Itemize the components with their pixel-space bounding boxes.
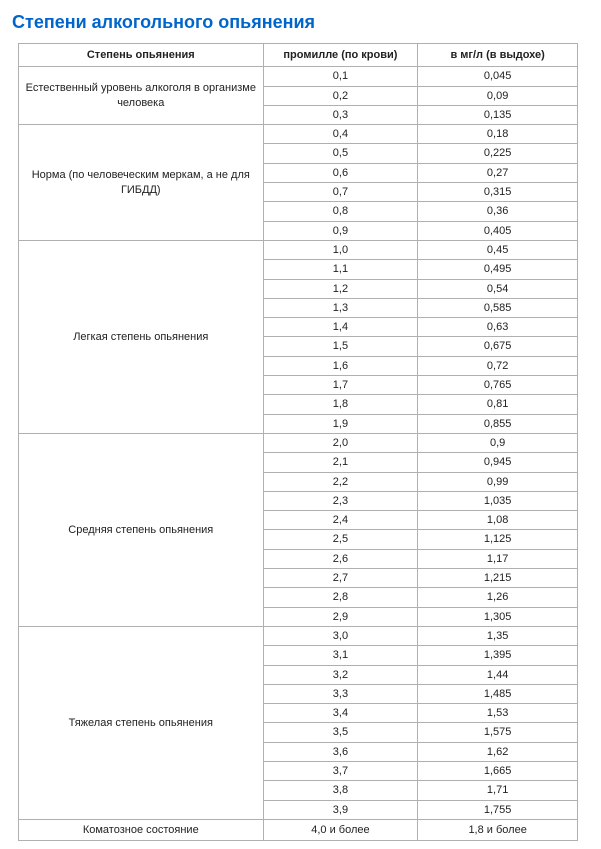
breath-cell: 1,665 [418,761,578,780]
blood-cell: 3,2 [263,665,418,684]
blood-cell: 1,7 [263,376,418,395]
breath-cell: 0,225 [418,144,578,163]
level-cell: Средняя степень опьянения [19,433,264,626]
table-row: Легкая степень опьянения1,00,45 [19,240,578,259]
breath-cell: 0,675 [418,337,578,356]
blood-cell: 3,5 [263,723,418,742]
blood-cell: 1,6 [263,356,418,375]
blood-cell: 3,7 [263,761,418,780]
level-cell: Коматозное состояние [19,819,264,840]
breath-cell: 0,765 [418,376,578,395]
blood-cell: 2,6 [263,549,418,568]
blood-cell: 0,9 [263,221,418,240]
col-header-blood: промилле (по крови) [263,44,418,67]
breath-cell: 0,45 [418,240,578,259]
breath-cell: 1,575 [418,723,578,742]
table-row: Коматозное состояние4,0 и более1,8 и бол… [19,819,578,840]
breath-cell: 0,135 [418,105,578,124]
level-cell: Легкая степень опьянения [19,240,264,433]
table-row: Норма (по человеческим меркам, а не для … [19,125,578,144]
blood-cell: 3,9 [263,800,418,819]
blood-cell: 0,6 [263,163,418,182]
blood-cell: 2,9 [263,607,418,626]
breath-cell: 1,305 [418,607,578,626]
blood-cell: 0,2 [263,86,418,105]
blood-cell: 2,0 [263,433,418,452]
breath-cell: 1,17 [418,549,578,568]
blood-cell: 2,7 [263,569,418,588]
blood-cell: 1,3 [263,298,418,317]
blood-cell: 2,5 [263,530,418,549]
breath-cell: 1,71 [418,781,578,800]
table-row: Средняя степень опьянения2,00,9 [19,433,578,452]
blood-cell: 0,7 [263,183,418,202]
breath-cell: 0,9 [418,433,578,452]
table-row: Тяжелая степень опьянения3,01,35 [19,626,578,645]
level-cell: Тяжелая степень опьянения [19,626,264,819]
breath-cell: 1,62 [418,742,578,761]
blood-cell: 4,0 и более [263,819,418,840]
breath-cell: 0,945 [418,453,578,472]
breath-cell: 0,27 [418,163,578,182]
breath-cell: 1,35 [418,626,578,645]
blood-cell: 2,2 [263,472,418,491]
blood-cell: 1,5 [263,337,418,356]
breath-cell: 1,53 [418,704,578,723]
blood-cell: 0,8 [263,202,418,221]
col-header-level: Степень опьянения [19,44,264,67]
blood-cell: 2,1 [263,453,418,472]
breath-cell: 1,035 [418,491,578,510]
blood-cell: 2,8 [263,588,418,607]
blood-cell: 2,3 [263,491,418,510]
breath-cell: 0,54 [418,279,578,298]
breath-cell: 0,18 [418,125,578,144]
breath-cell: 0,81 [418,395,578,414]
blood-cell: 3,1 [263,646,418,665]
breath-cell: 0,315 [418,183,578,202]
blood-cell: 3,0 [263,626,418,645]
breath-cell: 0,495 [418,260,578,279]
blood-cell: 3,3 [263,684,418,703]
breath-cell: 0,63 [418,318,578,337]
blood-cell: 1,8 [263,395,418,414]
blood-cell: 3,4 [263,704,418,723]
breath-cell: 1,8 и более [418,819,578,840]
breath-cell: 0,855 [418,414,578,433]
breath-cell: 0,045 [418,67,578,86]
breath-cell: 1,26 [418,588,578,607]
page-title: Степени алкогольного опьянения [12,12,589,33]
blood-cell: 2,4 [263,511,418,530]
blood-cell: 0,1 [263,67,418,86]
breath-cell: 0,99 [418,472,578,491]
breath-cell: 0,09 [418,86,578,105]
blood-cell: 0,5 [263,144,418,163]
breath-cell: 1,215 [418,569,578,588]
blood-cell: 3,8 [263,781,418,800]
breath-cell: 0,405 [418,221,578,240]
breath-cell: 1,485 [418,684,578,703]
blood-cell: 1,2 [263,279,418,298]
blood-cell: 0,4 [263,125,418,144]
blood-cell: 0,3 [263,105,418,124]
blood-cell: 1,9 [263,414,418,433]
blood-cell: 1,1 [263,260,418,279]
table-row: Естественный уровень алкоголя в организм… [19,67,578,86]
level-cell: Естественный уровень алкоголя в организм… [19,67,264,125]
col-header-breath: в мг/л (в выдохе) [418,44,578,67]
blood-cell: 1,4 [263,318,418,337]
intoxication-table: Степень опьянения промилле (по крови) в … [18,43,578,841]
breath-cell: 1,08 [418,511,578,530]
blood-cell: 3,6 [263,742,418,761]
breath-cell: 1,125 [418,530,578,549]
breath-cell: 1,44 [418,665,578,684]
table-header-row: Степень опьянения промилле (по крови) в … [19,44,578,67]
breath-cell: 0,72 [418,356,578,375]
breath-cell: 0,36 [418,202,578,221]
breath-cell: 1,755 [418,800,578,819]
level-cell: Норма (по человеческим меркам, а не для … [19,125,264,241]
blood-cell: 1,0 [263,240,418,259]
breath-cell: 1,395 [418,646,578,665]
breath-cell: 0,585 [418,298,578,317]
